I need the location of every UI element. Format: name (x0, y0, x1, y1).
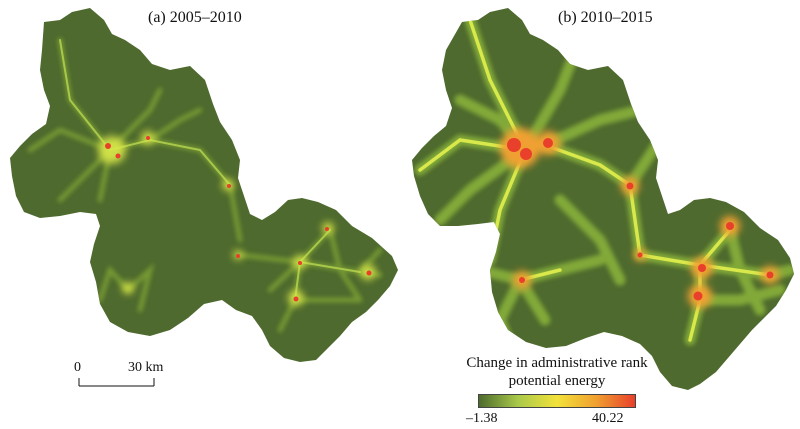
legend-title-line2: potential energy (508, 373, 606, 389)
legend-title-line1: Change in administrative rank (466, 355, 648, 371)
scale-bar-start-label: 0 (74, 360, 81, 375)
panel-b-title: (b) 2010–2015 (558, 9, 653, 26)
legend-color-ramp (478, 394, 636, 408)
panel-a-region (10, 8, 398, 362)
legend-max-label: 40.22 (592, 411, 624, 426)
legend-title: Change in administrative rank potential … (432, 354, 682, 390)
panel-a-road-network (27, 37, 383, 333)
panel-a-map (10, 8, 398, 362)
panel-a-title: (a) 2005–2010 (148, 9, 242, 26)
scale-bar (78, 378, 155, 387)
legend-min-label: –1.38 (466, 411, 498, 426)
scale-bar-end-label: 30 km (128, 360, 164, 375)
panel-b-road-network (414, 14, 794, 351)
panel-b-map (412, 8, 794, 390)
panel-b-region (412, 8, 794, 390)
